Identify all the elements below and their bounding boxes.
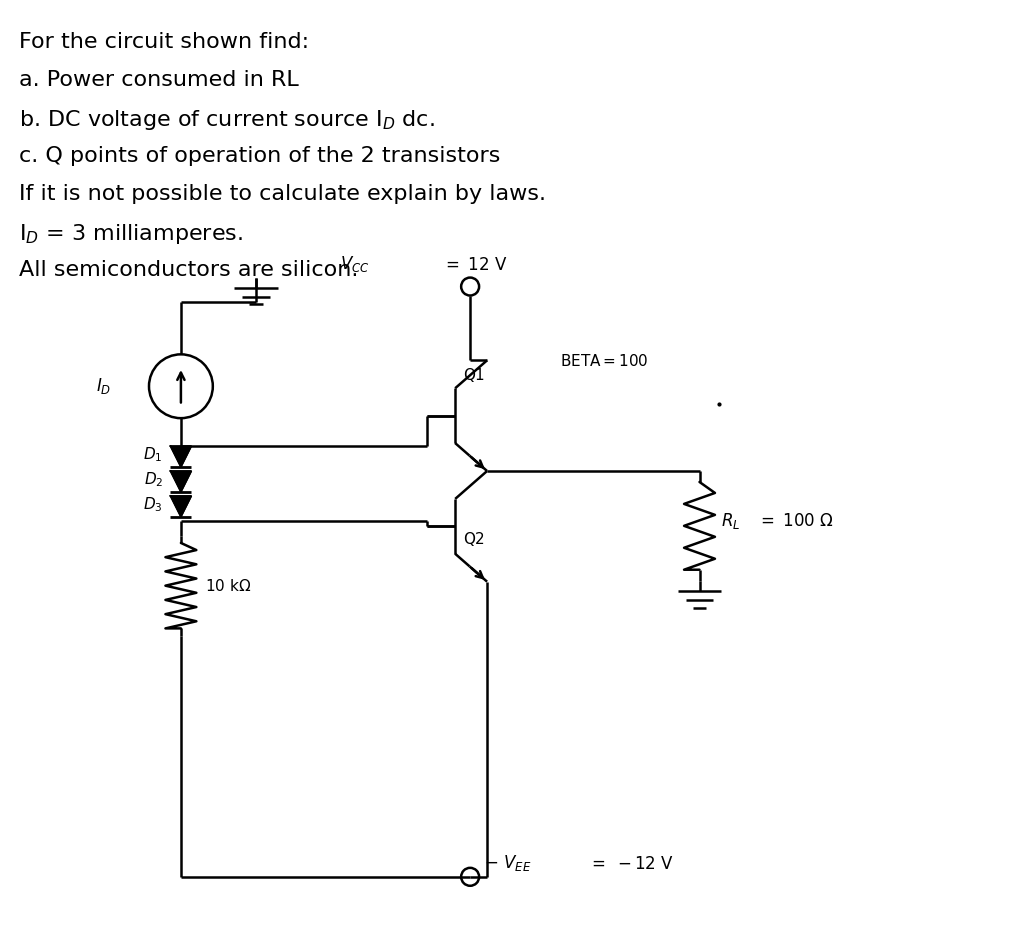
Text: $D_1$: $D_1$ <box>144 446 162 464</box>
Polygon shape <box>171 471 191 492</box>
Text: $R_L$: $R_L$ <box>721 511 741 531</box>
Text: All semiconductors are silicon.: All semiconductors are silicon. <box>20 259 359 280</box>
Text: c. Q points of operation of the 2 transistors: c. Q points of operation of the 2 transi… <box>20 146 501 166</box>
Polygon shape <box>171 447 191 467</box>
Text: $= \ -12 \ \mathrm{V}$: $= \ -12 \ \mathrm{V}$ <box>588 855 674 873</box>
Text: Q1: Q1 <box>463 368 484 383</box>
Text: $= \ 12 \ \mathrm{V}$: $= \ 12 \ \mathrm{V}$ <box>442 255 508 273</box>
Text: Q2: Q2 <box>463 533 484 548</box>
Text: $I_D$: $I_D$ <box>96 377 112 396</box>
Text: $D_3$: $D_3$ <box>143 495 162 514</box>
Text: a. Power consumed in RL: a. Power consumed in RL <box>20 70 299 90</box>
Text: b. DC voltage of current source I$_D$ dc.: b. DC voltage of current source I$_D$ dc… <box>20 108 435 132</box>
Text: $= \ 100 \ \Omega$: $= \ 100 \ \Omega$ <box>758 512 834 530</box>
Polygon shape <box>171 496 191 517</box>
Text: BETA$=100$: BETA$=100$ <box>560 353 649 369</box>
Text: I$_D$ = 3 milliamperes.: I$_D$ = 3 milliamperes. <box>20 221 243 246</box>
Text: 10 k$\Omega$: 10 k$\Omega$ <box>205 578 252 594</box>
Text: If it is not possible to calculate explain by laws.: If it is not possible to calculate expla… <box>20 184 546 203</box>
Text: $V_{CC}$: $V_{CC}$ <box>341 254 371 273</box>
Text: For the circuit shown find:: For the circuit shown find: <box>20 32 309 52</box>
Text: $- \ V_{EE}$: $- \ V_{EE}$ <box>484 853 531 873</box>
Text: $D_2$: $D_2$ <box>144 470 162 489</box>
